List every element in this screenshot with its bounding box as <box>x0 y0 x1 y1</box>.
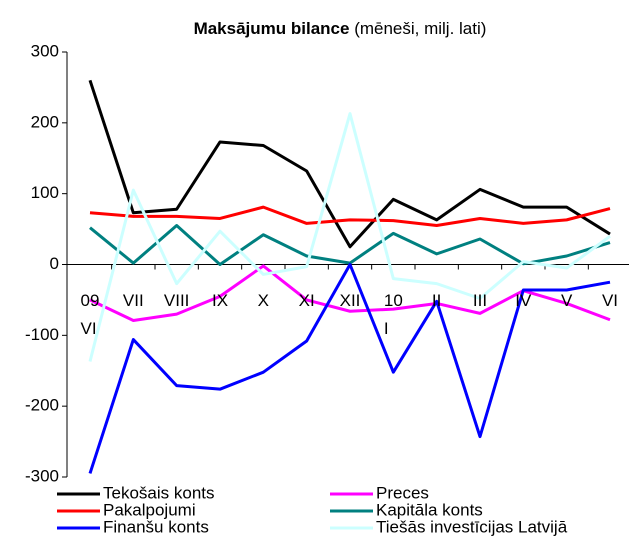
y-tick-label: -100 <box>25 325 59 344</box>
legend-label: Kapitāla konts <box>376 500 483 519</box>
x-tick-label: III <box>472 290 488 310</box>
y-tick-label: -200 <box>25 396 59 415</box>
series-line <box>88 79 611 249</box>
legend-label: Finanšu konts <box>103 517 209 536</box>
legend-label: Preces <box>376 483 429 502</box>
x-tick-label: IV <box>515 290 532 310</box>
series-line <box>88 263 611 474</box>
x-tick-label: IX <box>211 290 229 310</box>
y-tick-label: 200 <box>31 112 59 131</box>
x-tick-label: 09 VI <box>80 290 100 338</box>
subtitle: (mēneši, milj. lati) <box>354 19 486 38</box>
title: Maksājumu bilance <box>194 19 350 38</box>
legend-label: Tiešās investīcijas Latvijā <box>376 517 568 536</box>
y-tick-label: 300 <box>31 41 59 60</box>
x-tick-label: X <box>257 290 269 310</box>
x-tick-label: VI <box>601 290 619 310</box>
y-tick-label: 100 <box>31 183 59 202</box>
y-tick-label: -300 <box>25 466 59 485</box>
x-tick-label: II <box>431 290 442 310</box>
series-line <box>89 205 611 228</box>
x-tick-label: XII <box>339 290 361 310</box>
x-tick-label: XI <box>298 290 315 310</box>
series-line <box>88 112 611 362</box>
legend-label: Pakalpojumi <box>103 500 196 519</box>
x-tick-label: VII <box>122 290 144 310</box>
x-tick-label: VIII <box>163 290 190 310</box>
x-tick-label: 10 I <box>383 290 403 338</box>
x-tick-label: V <box>560 290 573 310</box>
chart-title: Maksājumu bilance (mēneši, milj. lati) <box>194 19 487 38</box>
y-tick-label: 0 <box>50 254 59 273</box>
legend-label: Tekošais konts <box>103 483 215 502</box>
